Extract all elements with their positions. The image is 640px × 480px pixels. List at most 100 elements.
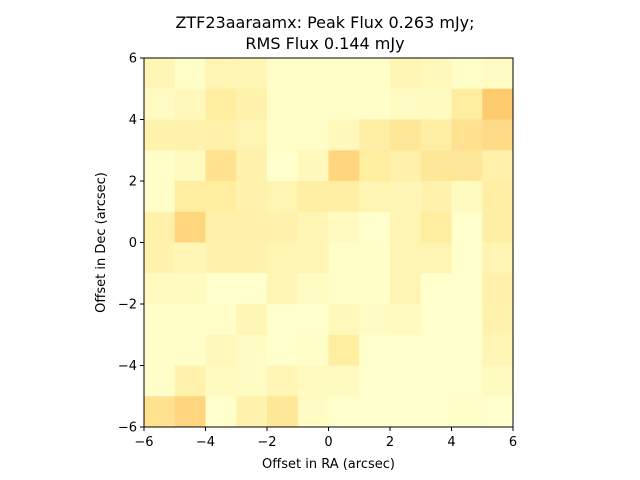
heatmap-cell [451,304,483,336]
heatmap-cell [420,334,452,366]
y-axis-label: Offset in Dec (arcsec) [94,172,109,313]
heatmap-cell [420,396,452,428]
heatmap-cell [267,334,299,366]
heatmap-cell [420,242,452,274]
heatmap-cell [297,304,329,336]
x-tick-label: −2 [257,435,276,450]
y-tick-label: 2 [129,175,137,190]
heatmap-cell [205,88,237,120]
heatmap-cell [482,88,514,120]
heatmap-cell [482,304,514,336]
heatmap-cell [328,211,360,243]
heatmap-cell [482,396,514,428]
chart-title-line-1: ZTF23aaraamx: Peak Flux 0.263 mJy; [175,13,474,32]
heatmap-cell [451,365,483,397]
heatmap-cell [359,365,391,397]
heatmap-cell [451,396,483,428]
heatmap-cell [297,88,329,120]
heatmap-cell [174,181,206,213]
heatmap-cell [236,334,268,366]
heatmap-cell [328,242,360,274]
heatmap-cell [359,211,391,243]
heatmap-cell [174,304,206,336]
heatmap-cell [451,150,483,182]
heatmap-cell [451,211,483,243]
heatmap-cell [482,119,514,151]
heatmap-cell [144,273,176,305]
heatmap-cell [205,119,237,151]
heatmap-cell [328,150,360,182]
heatmap-cell [390,365,422,397]
heatmap-cell [236,88,268,120]
x-axis-ticks: −6 −4 −2 0 2 4 6 [134,427,517,450]
heatmap-cell [482,273,514,305]
heatmap-cell [205,396,237,428]
heatmap-cell [236,273,268,305]
heatmap-cell [144,365,176,397]
heatmap-cell [359,150,391,182]
heatmap-cell [267,88,299,120]
heatmap-cell [328,396,360,428]
heatmap-cell [297,211,329,243]
heatmap-cell [174,150,206,182]
y-tick-label: −2 [118,298,137,313]
heatmap-cell [144,211,176,243]
heatmap-cell [359,273,391,305]
heatmap-cell [267,396,299,428]
heatmap-cell [297,396,329,428]
x-tick-label: 0 [324,435,332,450]
heatmap-cell [451,181,483,213]
heatmap-cell [420,211,452,243]
heatmap-cell [359,181,391,213]
y-axis-ticks: −6 −4 −2 0 2 4 6 [118,52,144,436]
heatmap-cell [420,150,452,182]
heatmap-cell [390,396,422,428]
heatmap-cell [482,58,514,90]
heatmap-cell [267,181,299,213]
heatmap-cell [205,304,237,336]
heatmap-cell [451,58,483,90]
heatmap-cell [236,304,268,336]
heatmap-cell [359,58,391,90]
x-tick-label: 2 [386,435,394,450]
heatmap-cell [297,181,329,213]
heatmap-cell [236,365,268,397]
heatmap-cell [267,119,299,151]
heatmap-cells [144,58,514,428]
y-tick-label: −4 [118,359,137,374]
heatmap-cell [297,119,329,151]
heatmap-cell [205,181,237,213]
heatmap-cell [297,365,329,397]
heatmap-cell [420,181,452,213]
heatmap-cell [420,273,452,305]
heatmap-cell [144,396,176,428]
x-tick-label: 4 [447,435,455,450]
y-tick-label: 6 [129,52,137,67]
y-tick-label: −6 [118,421,137,436]
heatmap-cell [420,88,452,120]
heatmap-cell [267,150,299,182]
heatmap-cell [390,304,422,336]
heatmap-cell [174,88,206,120]
heatmap-cell [236,150,268,182]
heatmap-cell [205,150,237,182]
heatmap-cell [236,119,268,151]
heatmap-cell [297,242,329,274]
heatmap-cell [267,304,299,336]
heatmap-cell [390,58,422,90]
heatmap-cell [267,273,299,305]
heatmap-cell [359,242,391,274]
heatmap-cell [236,58,268,90]
heatmap-cell [420,365,452,397]
heatmap-cell [420,58,452,90]
heatmap-cell [297,334,329,366]
heatmap-cell [482,334,514,366]
heatmap-cell [205,273,237,305]
heatmap-cell [144,88,176,120]
heatmap-cell [390,273,422,305]
heatmap-cell [328,88,360,120]
heatmap-cell [482,242,514,274]
heatmap-cell [267,242,299,274]
heatmap-cell [144,304,176,336]
